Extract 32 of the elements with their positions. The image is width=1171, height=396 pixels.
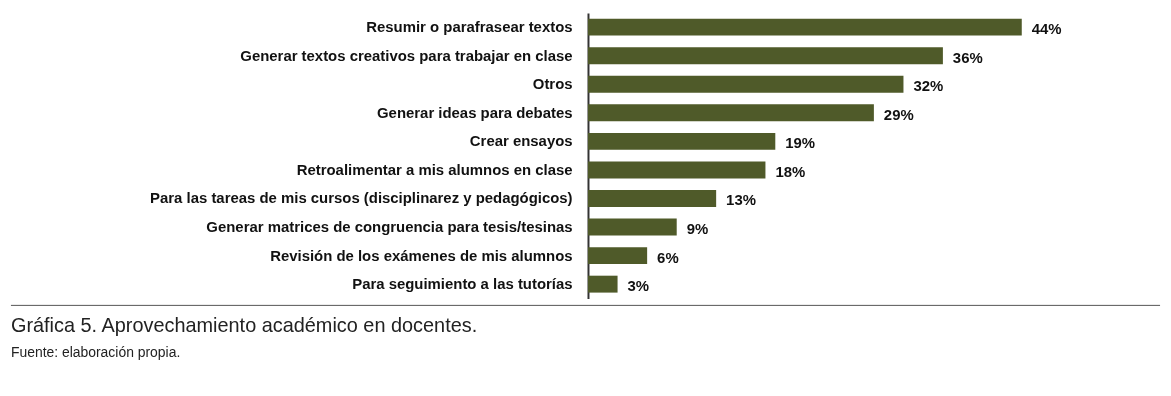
data-label: 6% (657, 248, 679, 266)
bar (587, 218, 677, 236)
bar (587, 18, 1022, 36)
bar (587, 47, 943, 65)
bar (587, 104, 874, 122)
y-tick-label: Retroalimentar a mis alumnos en clase (296, 160, 573, 178)
bar (587, 132, 776, 150)
bar (587, 190, 717, 207)
y-tick-label: Otros (532, 75, 573, 93)
data-label: 3% (627, 277, 650, 295)
y-tick-label: Generar ideas para debates (377, 103, 573, 121)
data-label: 44% (1031, 20, 1062, 38)
y-tick-label: Crear ensayos (469, 132, 573, 150)
text: Gráfica 5. Aprovechamiento académico en docentes. (10, 314, 478, 337)
data-label: 36% (952, 48, 983, 66)
bar (587, 161, 766, 179)
data-label: 19% (785, 134, 816, 152)
bar (587, 275, 618, 293)
data-label: 32% (913, 77, 944, 95)
data-label: 9% (686, 220, 709, 237)
y-tick-label: Para seguimiento a las tutorías (352, 275, 573, 293)
y-tick-label: Generar textos creativos para trabajar en clase (240, 46, 573, 64)
data-label: 18% (775, 162, 806, 180)
data-label: 13% (726, 191, 756, 209)
bar (587, 75, 904, 93)
data-label: 29% (883, 105, 914, 123)
source-note: Fuente: elaboración propia. (10, 344, 181, 361)
y-tick-label: Revisión de los exámenes de mis alumnos (270, 246, 573, 264)
bar (587, 247, 648, 265)
y-tick-label: Resumir o parafrasear textos (366, 18, 573, 36)
y-tick-label: Generar matrices de congruencia para tesis/tesinas (206, 218, 573, 236)
y-tick-label: Para las tareas de mis cursos (disciplinarez y pedagógicos) (150, 189, 573, 207)
